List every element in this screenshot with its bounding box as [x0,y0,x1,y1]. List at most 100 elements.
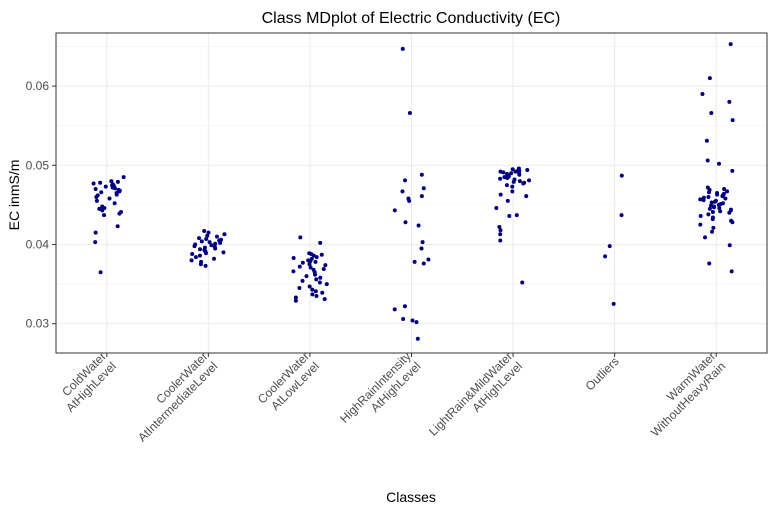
data-point [112,201,117,206]
data-point [706,190,711,195]
data-point [706,194,711,199]
data-point [416,223,421,228]
data-point [510,184,515,189]
data-point [729,269,734,274]
data-point [102,213,107,218]
y-tick-label: 0.06 [26,79,50,93]
data-point [407,198,412,203]
data-point [611,301,616,306]
data-point [510,167,515,172]
data-point [93,230,98,235]
data-point [314,255,319,260]
data-point [527,178,532,183]
data-point [507,213,512,218]
y-tick-label: 0.04 [26,237,50,251]
data-point [93,187,98,192]
data-point [400,46,405,51]
data-point [403,220,408,225]
data-point [311,253,316,258]
data-point [307,262,312,267]
data-point [698,213,703,218]
data-point [308,259,313,264]
data-point [115,224,120,229]
data-point [304,274,309,279]
data-point [318,275,323,280]
data-point [514,213,519,218]
data-point [517,172,522,177]
data-point [498,176,503,181]
data-point [392,307,397,312]
data-point [419,194,424,199]
data-point [410,318,415,323]
data-point [322,297,327,302]
data-point [321,267,326,272]
data-point [403,178,408,183]
data-point [718,209,723,214]
data-point [707,261,712,266]
data-point [103,184,108,189]
data-point [212,256,217,261]
data-point [205,233,210,238]
data-point [511,179,516,184]
data-point [318,240,323,245]
data-point [300,260,305,265]
data-point [402,304,407,309]
data-point [209,243,214,248]
data-point [291,255,296,260]
data-point [307,284,312,289]
data-point [517,179,522,184]
data-point [297,264,302,269]
data-point [421,186,426,191]
data-point [710,217,715,222]
panel-border [55,32,768,354]
data-point [727,99,732,104]
data-point [197,236,202,241]
data-point [704,138,709,143]
data-point [727,243,732,248]
data-point [725,189,730,194]
data-point [97,206,102,211]
data-point [392,208,397,213]
data-point [708,203,713,208]
data-point [193,255,198,260]
data-point [222,232,227,237]
data-point [412,259,417,264]
data-point [310,287,315,292]
data-point [698,222,703,227]
data-point [703,235,708,240]
data-point [95,193,100,198]
data-point [115,179,120,184]
data-point [112,186,117,191]
data-point [711,205,716,210]
data-point [203,263,208,268]
data-point [711,225,716,230]
data-point [607,244,612,249]
data-point [524,194,529,199]
data-point [202,229,207,234]
data-point [730,118,735,123]
chart-title: Class MDplot of Electric Conductivity (E… [262,10,561,27]
data-point [498,232,503,237]
data-point [414,320,419,325]
data-point [497,225,502,230]
data-point [509,171,514,176]
data-point [293,298,298,303]
data-point [426,257,431,262]
data-point [221,250,226,255]
data-point [709,111,714,115]
data-point [203,251,208,256]
data-point [421,261,426,266]
data-point [317,280,322,285]
data-point [297,286,302,291]
data-point [314,293,319,298]
data-point [98,270,103,275]
data-point [206,230,211,235]
data-point [310,292,315,297]
data-point [727,210,732,215]
data-point [504,183,509,188]
data-point [494,206,499,211]
data-point [707,76,712,81]
data-point [707,206,712,211]
